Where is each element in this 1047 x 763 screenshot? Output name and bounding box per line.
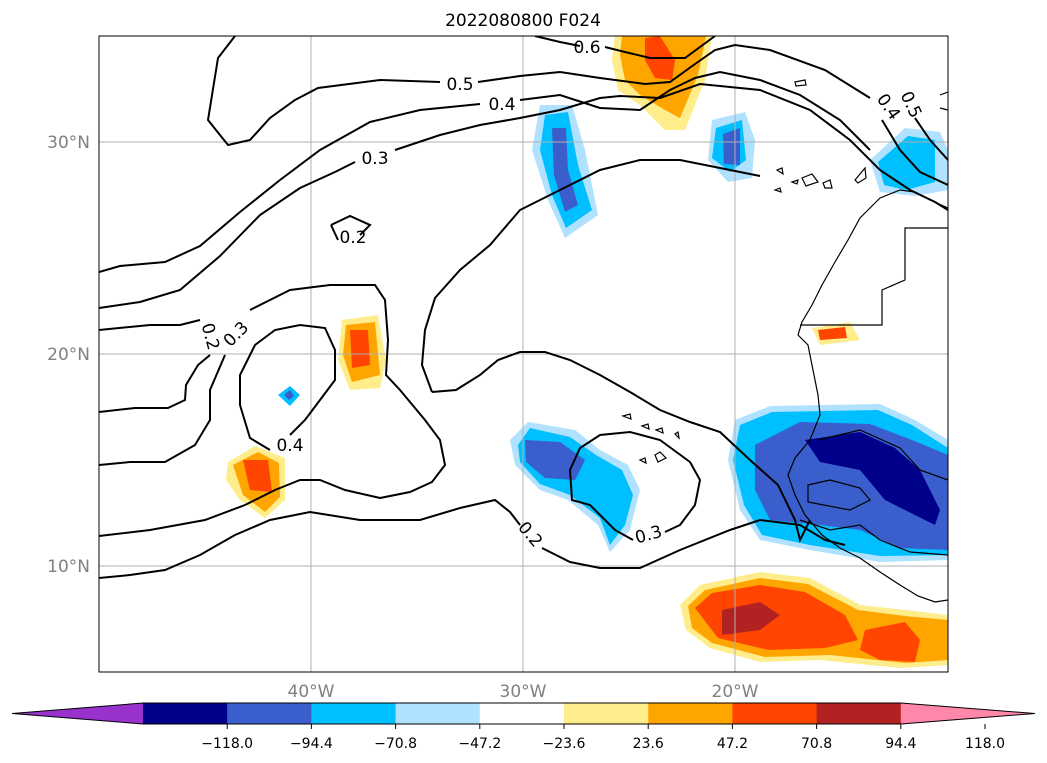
shade-warm-37w-core bbox=[350, 330, 370, 368]
shade-warm-south-core bbox=[722, 602, 780, 635]
contour-0-4 bbox=[99, 70, 948, 273]
colorbar-tick-label: −118.0 bbox=[201, 736, 253, 752]
shade-warm-43w-core bbox=[243, 460, 272, 492]
contour-0-2-south bbox=[99, 498, 846, 579]
colorbar-segment bbox=[816, 703, 902, 724]
contour-0-2-mid bbox=[420, 159, 811, 543]
coastlines bbox=[621, 79, 948, 603]
lon-label-40w: 40°W bbox=[288, 682, 335, 702]
coast-cape-verde bbox=[621, 413, 680, 465]
contour-label: 0.3 bbox=[633, 522, 664, 548]
colorbar-segment bbox=[648, 703, 733, 724]
contour-label: 0.6 bbox=[573, 38, 600, 58]
colorbar-extend-low bbox=[12, 703, 143, 724]
contour-0-6 bbox=[534, 36, 716, 59]
shade-cool-east-core bbox=[805, 432, 940, 525]
contour-label: 0.4 bbox=[276, 436, 303, 456]
contour-label: 0.5 bbox=[446, 75, 473, 95]
contours bbox=[99, 36, 948, 579]
border-gambia bbox=[807, 479, 871, 511]
colorbar-tick-label: −23.6 bbox=[543, 736, 586, 752]
colorbar-segment bbox=[564, 703, 649, 724]
colorbar-tick-label: −94.4 bbox=[290, 736, 333, 752]
lat-label-30n: 30°N bbox=[47, 133, 90, 153]
lon-label-30w: 30°W bbox=[500, 682, 547, 702]
contour-0-5 bbox=[206, 36, 948, 161]
colorbar-segment bbox=[395, 703, 481, 724]
colorbar-segment bbox=[311, 703, 397, 724]
colorbar-segment bbox=[227, 703, 312, 724]
colorbar-tick-label: 23.6 bbox=[633, 736, 664, 752]
colorbar-tick-label: −70.8 bbox=[374, 736, 417, 752]
graticule bbox=[99, 36, 948, 672]
lat-label-20n: 20°N bbox=[47, 345, 90, 365]
colorbar-segment bbox=[479, 703, 565, 724]
coast-africa-west bbox=[787, 334, 948, 603]
shade-warm-south-b2 bbox=[860, 622, 920, 662]
colorbar-tick-label: 47.2 bbox=[717, 736, 748, 752]
contour-label: 0.4 bbox=[488, 95, 515, 115]
border-sahara bbox=[800, 227, 948, 326]
shade-cool-20w-core bbox=[723, 128, 740, 165]
map-area: 0.6 0.5 0.4 0.3 0.2 0.2 0.3 0.4 0.2 0.3 … bbox=[99, 36, 948, 672]
contour-0-4-loop bbox=[239, 323, 336, 451]
colorbar-tick-label: 70.8 bbox=[801, 736, 832, 752]
shade-cool-28w-core bbox=[552, 128, 578, 212]
colorbar-segment bbox=[732, 703, 818, 724]
colorbar: −118.0 −94.4 −70.8 −47.2 −23.6 23.6 47.2 70.8 94… bbox=[11, 702, 1036, 752]
contour-0-2-west bbox=[99, 319, 211, 413]
colorbar-tick-label: 94.4 bbox=[885, 736, 916, 752]
contour-0-3-loop bbox=[568, 430, 702, 541]
contour-0-3 bbox=[99, 82, 948, 309]
shade-cool-ne-mid bbox=[878, 136, 935, 190]
border-guinea bbox=[799, 519, 948, 556]
colorbar-extend-high bbox=[900, 703, 1035, 724]
colorbar-tick-label: 118.0 bbox=[965, 736, 1005, 752]
colorbar-outline bbox=[11, 702, 1036, 725]
contour-label: 0.3 bbox=[220, 318, 253, 351]
colorbar-segment bbox=[143, 703, 228, 724]
coast-madeira bbox=[794, 79, 807, 87]
contour-label: 0.3 bbox=[361, 149, 388, 169]
coast-iberia bbox=[939, 91, 948, 111]
contour-0-3-west bbox=[99, 284, 447, 537]
contour-0-2-inner bbox=[330, 214, 372, 241]
shade-warm-coast-core bbox=[818, 327, 847, 340]
coast-africa-north bbox=[797, 189, 948, 336]
map-frame bbox=[98, 35, 949, 673]
border-mauritania bbox=[817, 429, 948, 481]
contour-label: 0.2 bbox=[339, 228, 366, 248]
map-title: 2022080800 F024 bbox=[445, 11, 601, 31]
shade-cool-dot-core bbox=[284, 390, 294, 400]
lat-label-10n: 10°N bbox=[47, 557, 90, 577]
coast-canaries bbox=[773, 166, 867, 193]
lon-label-20w: 20°W bbox=[712, 682, 759, 702]
colorbar-tick-label: −47.2 bbox=[458, 736, 501, 752]
contour-label: 0.5 bbox=[896, 88, 926, 121]
